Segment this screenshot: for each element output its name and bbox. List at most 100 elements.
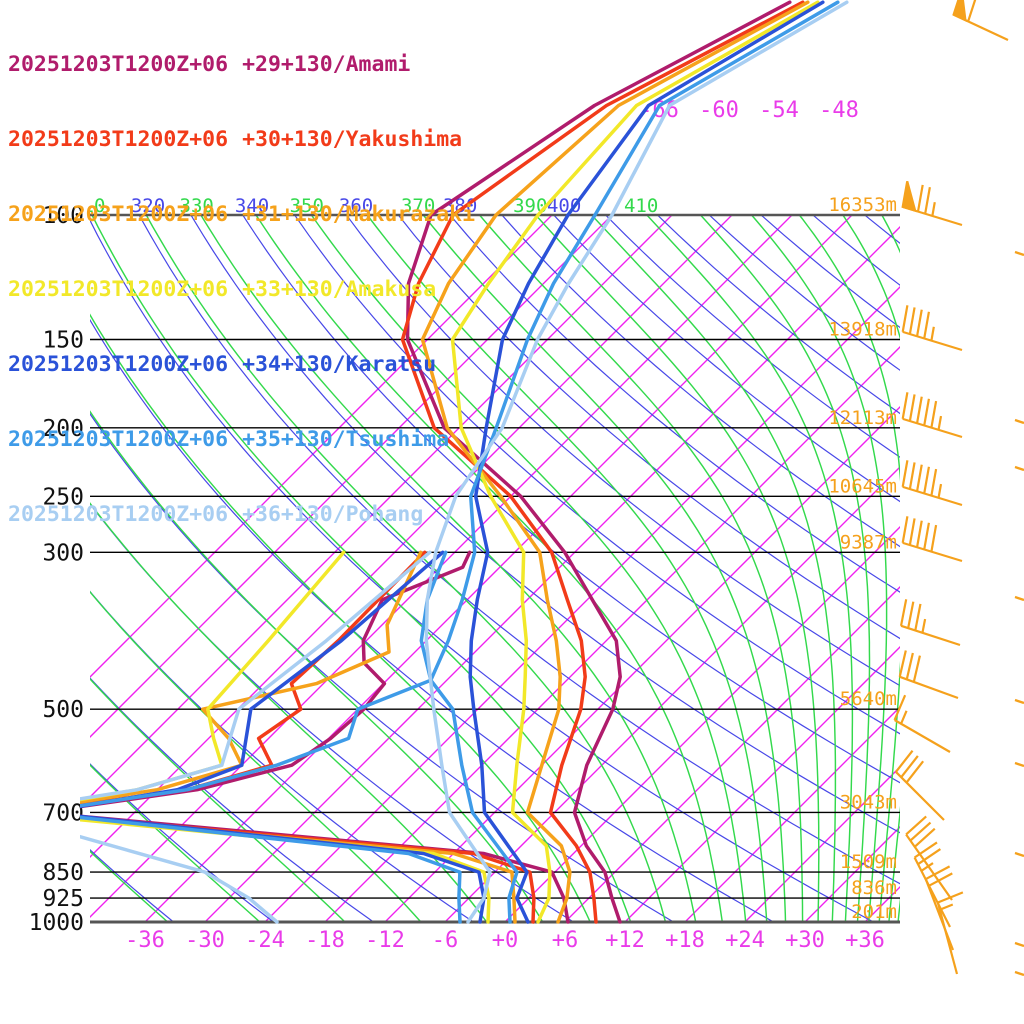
legend-entry: 20251203T1200Z+06 +35+130/Tsushima: [8, 427, 475, 452]
wind-barb-edge-mark: [1014, 851, 1024, 858]
pressure-label-500: 500: [42, 697, 84, 723]
temp-tick--24: -24: [245, 928, 285, 953]
wind-barbs: [893, 0, 1009, 975]
moist-adiabat-label-390: 390: [513, 195, 547, 217]
wind-barb: [901, 516, 963, 563]
wind-barb: [905, 815, 953, 901]
height-label-1509m: 1509m: [840, 851, 897, 873]
isotherm-top-label--60: -60: [699, 98, 739, 123]
moist-adiabat-label-310: 310: [71, 195, 105, 217]
temp-tick--18: -18: [305, 928, 345, 953]
legend-entry: 20251203T1200Z+06 +29+130/Amami: [8, 52, 475, 77]
legend-entry: 20251203T1200Z+06 +36+130/Pohang: [8, 502, 475, 527]
legend-entry: 20251203T1200Z+06 +34+130/Karatsu: [8, 352, 475, 377]
height-label-5640m: 5640m: [840, 688, 897, 710]
dry-adiabat-label-320: 320: [131, 195, 165, 217]
height-label-10645m: 10645m: [828, 475, 897, 497]
temp-tick-+36: +36: [845, 928, 885, 953]
temp-axis-labels: -36 -30 -24 -18 -12 -6 +0 +6 +12 +18 +24 +30 +36: [125, 928, 885, 953]
legend-entry: 20251203T1200Z+06 +31+130/Makurazaki: [8, 202, 475, 227]
legend-station: +31+130/Makurazaki: [242, 202, 476, 227]
dry-adiabat-label-360: 360: [339, 195, 373, 217]
legend-time: 20251203T1200Z+06: [8, 427, 229, 452]
wind-barb: [893, 694, 951, 753]
dry-adiabat-label-340: 340: [235, 195, 269, 217]
pressure-label-250: 250: [42, 484, 84, 510]
sounding-temperature-Pohang: [424, 0, 849, 924]
legend-entry: 20251203T1200Z+06 +33+130/Amakusa: [8, 277, 475, 302]
height-labels: 16353m 13918m 12113m 10645m 9387m 5640m 3043m 1…: [828, 194, 897, 923]
wind-barb-edge-marks: [1014, 250, 1024, 977]
temp-tick-+18: +18: [665, 928, 705, 953]
sounding-dewpoint-Amami: [80, 550, 570, 924]
height-label-201m: 201m: [851, 901, 897, 923]
sounding-temperature-Yakushima: [400, 0, 805, 924]
temp-tick--36: -36: [125, 928, 165, 953]
moist-adiabat-lines: [90, 215, 900, 922]
temp-tick-+30: +30: [785, 928, 825, 953]
wind-barb: [936, 891, 964, 975]
sounding-temperature-Karatsu: [468, 0, 825, 924]
sounding-curves: [80, 0, 849, 924]
wind-barb-edge-mark: [1014, 941, 1024, 948]
temp-tick-+6: +6: [552, 928, 579, 953]
wind-barb: [913, 841, 951, 928]
moist-adiabat-label-330: 330: [180, 195, 214, 217]
legend-station: +35+130/Tsushima: [242, 427, 450, 452]
sounding-dewpoint-Tsushima: [80, 550, 462, 924]
wind-barb-edge-mark: [1014, 761, 1024, 768]
wind-barb-edge-mark: [1014, 698, 1024, 705]
wind-barb-edge-mark: [1014, 465, 1024, 472]
temp-tick-+24: +24: [725, 928, 765, 953]
pressure-label-850: 850: [42, 860, 84, 886]
legend-time: 20251203T1200Z+06: [8, 502, 229, 527]
pressure-label-925: 925: [42, 886, 84, 912]
legend-time: 20251203T1200Z+06: [8, 52, 229, 77]
isotherm-top-labels: -66 -60 -54 -48: [639, 98, 859, 123]
height-label-13918m: 13918m: [828, 318, 897, 340]
sounding-temperature-Amami: [405, 0, 792, 924]
pressure-label-700: 700: [42, 800, 84, 826]
legend-station: +29+130/Amami: [242, 52, 411, 77]
legend-time: 20251203T1200Z+06: [8, 202, 229, 227]
sounding-legend: 20251203T1200Z+06 +29+130/Amami 20251203T…: [8, 2, 475, 577]
legend-time: 20251203T1200Z+06: [8, 127, 229, 152]
isotherm-top-label--48: -48: [819, 98, 859, 123]
sounding-temperature-Makurazaki: [420, 0, 810, 924]
wind-barb-edge-mark: [1014, 418, 1024, 425]
legend-station: +33+130/Amakusa: [242, 277, 437, 302]
moist-adiabat-label-410: 410: [624, 195, 658, 217]
wind-barb: [895, 749, 945, 821]
moist-adiabat-label-370: 370: [401, 195, 435, 217]
pressure-label-1000: 1000: [29, 910, 84, 936]
wind-barb: [899, 599, 961, 647]
temp-tick--6: -6: [432, 928, 459, 953]
height-label-9387m: 9387m: [840, 531, 897, 553]
temp-tick--30: -30: [185, 928, 225, 953]
sounding-dewpoint-Pohang: [80, 550, 432, 924]
temp-tick-+12: +12: [605, 928, 645, 953]
sounding-dewpoint-Karatsu: [80, 550, 486, 924]
height-label-3043m: 3043m: [840, 791, 897, 813]
wind-barb-edge-mark: [1014, 250, 1024, 257]
height-label-12113m: 12113m: [828, 407, 897, 429]
wind-barb: [901, 180, 963, 227]
height-label-836m: 836m: [851, 877, 897, 899]
height-label-16353m: 16353m: [828, 194, 897, 216]
legend-station: +30+130/Yakushima: [242, 127, 463, 152]
legend-entry: 20251203T1200Z+06 +30+130/Yakushima: [8, 127, 475, 152]
wind-barb-edge-mark: [1014, 595, 1024, 602]
legend-station: +36+130/Pohang: [242, 502, 424, 527]
sounding-temperature-Tsushima: [429, 0, 840, 924]
wind-barb: [952, 0, 1009, 41]
isotherm-top-label--54: -54: [759, 98, 799, 123]
wind-barb: [901, 460, 963, 507]
wind-barb: [898, 650, 959, 700]
pressure-lines: [90, 213, 900, 924]
wind-barb: [901, 392, 963, 439]
wind-barb: [901, 305, 963, 352]
legend-time: 20251203T1200Z+06: [8, 277, 229, 302]
